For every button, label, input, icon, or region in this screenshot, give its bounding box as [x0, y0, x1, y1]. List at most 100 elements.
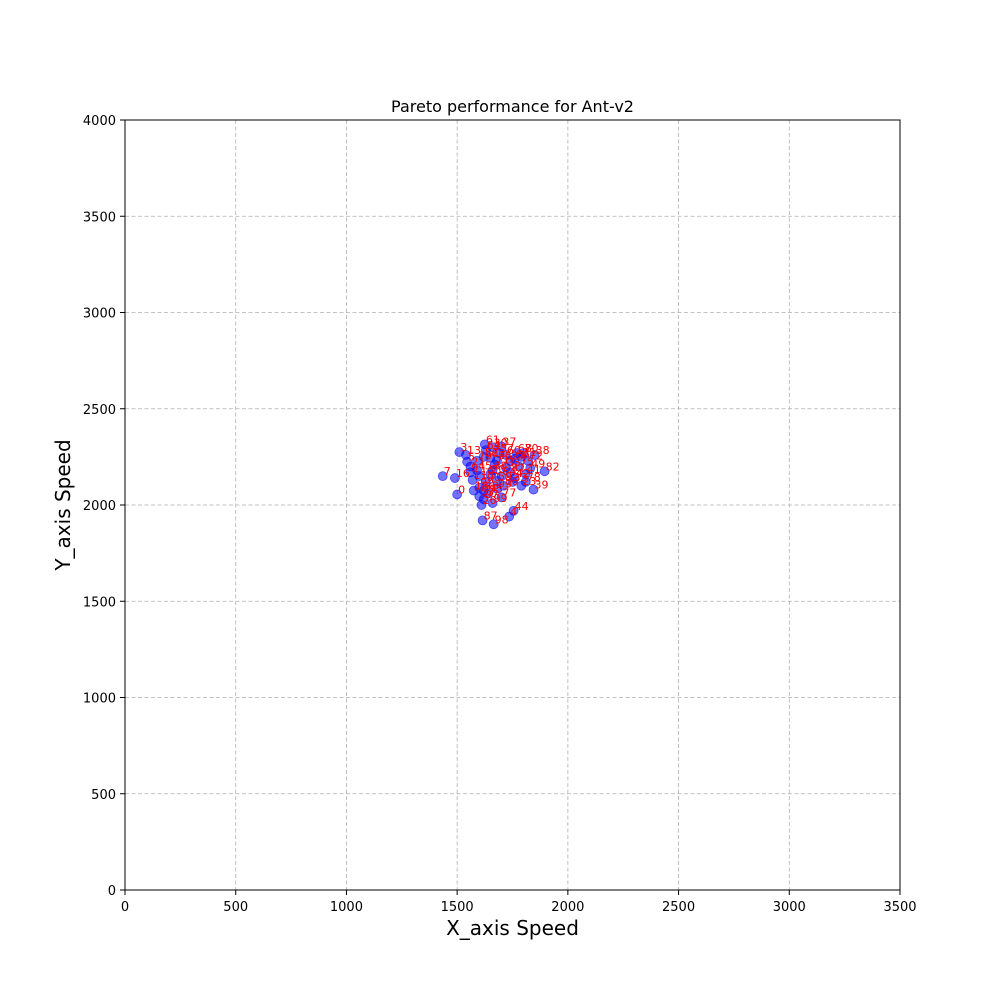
data-point-label: 70 — [525, 442, 539, 455]
data-point-label: 68 — [518, 442, 532, 455]
data-point-label: 57 — [500, 442, 514, 455]
y-tick-label: 2500 — [83, 403, 116, 418]
y-tick-label: 0 — [108, 884, 116, 899]
data-point-label: 0 — [458, 483, 465, 496]
y-tick-label: 2000 — [83, 499, 116, 514]
y-axis-title: Y_axis Speed — [51, 439, 75, 571]
x-tick-label: 3000 — [773, 900, 806, 915]
data-point-label: 98 — [495, 513, 509, 526]
y-tick-label: 4000 — [83, 114, 116, 129]
y-tick-label: 1000 — [83, 692, 116, 707]
data-point-label: 4 — [510, 506, 517, 519]
axis-ticks: 0 500 1000 1500 2000 2500 3000 3500 0 500 1000 1500… — [83, 114, 917, 915]
data-point-label: 60 — [507, 444, 521, 457]
data-point-label: 87 — [484, 509, 498, 522]
data-point-label: 37 — [502, 435, 516, 448]
x-tick-label: 1000 — [330, 900, 363, 915]
data-point-label: 23 — [522, 475, 536, 488]
data-point-label: 18 — [475, 480, 489, 493]
data-point-label: 79 — [478, 450, 492, 463]
data-point-label: 27 — [511, 450, 525, 463]
data-point — [485, 452, 496, 463]
y-tick-label: 3000 — [83, 307, 116, 322]
data-point — [474, 491, 485, 502]
data-point — [494, 448, 505, 458]
data-point-label: 49 — [531, 457, 545, 470]
data-point-label: 81 — [511, 461, 525, 474]
data-point — [485, 469, 496, 480]
data-point — [528, 484, 539, 495]
data-point — [462, 456, 473, 467]
data-point-label: 72 — [529, 450, 543, 463]
data-point-label: 30 — [494, 436, 508, 449]
data-point — [489, 459, 500, 470]
x-tick-label: 500 — [223, 900, 248, 915]
data-point — [474, 471, 485, 482]
data-point-label: 48 — [485, 480, 499, 493]
data-point-label: 64 — [487, 439, 501, 452]
data-point — [500, 462, 511, 473]
data-point — [529, 450, 540, 460]
data-point-label: 33 — [514, 471, 528, 484]
data-point-label: 86 — [505, 475, 519, 488]
data-point-label: 20 — [491, 463, 505, 476]
x-tick-label: 0 — [121, 900, 129, 915]
data-point — [488, 519, 499, 530]
data-point-label: 3 — [460, 441, 467, 454]
data-point-label: 13 — [467, 444, 481, 457]
data-point — [525, 463, 536, 474]
data-point-label: 90 — [487, 471, 501, 484]
data-point-label: 88 — [494, 459, 508, 472]
x-axis-title: X_axis Speed — [446, 916, 579, 940]
data-point-label: 35 — [507, 456, 521, 469]
data-point-label: 52 — [485, 446, 499, 459]
data-point — [516, 451, 527, 462]
data-point-label: 93 — [498, 478, 512, 491]
data-point-label: 97 — [485, 488, 499, 501]
x-tick-label: 2500 — [662, 900, 695, 915]
x-tick-label: 3500 — [883, 900, 916, 915]
data-point — [520, 476, 531, 487]
data-point-label: 55 — [498, 450, 512, 463]
data-point-label: 99 — [494, 492, 508, 505]
data-point-label: 59 — [498, 470, 512, 483]
data-points — [437, 439, 550, 530]
data-point — [509, 473, 520, 483]
data-point-label: 39 — [535, 479, 549, 492]
data-point-label: 11 — [474, 469, 488, 482]
y-tick-label: 3500 — [83, 210, 116, 225]
data-point-label: 41 — [527, 463, 541, 476]
y-tick-label: 500 — [91, 788, 116, 803]
data-point-label: 21 — [471, 456, 485, 469]
data-point-label: 71 — [496, 454, 510, 467]
data-point-label: 92 — [480, 477, 494, 490]
data-point-label: 84 — [502, 465, 516, 478]
data-point-label: 61 — [486, 433, 500, 446]
data-point-label: 53 — [480, 485, 494, 498]
data-point — [450, 473, 460, 483]
data-point-label: 95 — [489, 482, 503, 495]
chart-title: Pareto performance for Ant-v2 — [391, 97, 634, 116]
data-point — [472, 455, 482, 466]
data-point — [505, 455, 516, 466]
x-tick-label: 1500 — [441, 900, 474, 915]
data-point — [481, 445, 491, 456]
data-point — [539, 466, 550, 477]
data-point-label: 14 — [480, 465, 494, 478]
data-point — [487, 498, 498, 508]
data-point-label: 7 — [444, 465, 451, 478]
data-point-label: 42 — [516, 467, 530, 480]
data-point-label: 9 — [471, 461, 478, 474]
y-tick-label: 1500 — [83, 595, 116, 610]
data-point — [437, 471, 448, 482]
data-point-label: 66 — [516, 448, 530, 461]
grid — [125, 120, 900, 890]
data-point-label: 78 — [527, 471, 541, 484]
data-point-label: 75 — [520, 456, 534, 469]
data-point — [496, 492, 507, 503]
data-point — [514, 461, 525, 472]
data-point-label: 63 — [491, 447, 505, 460]
data-point-label: 77 — [502, 486, 516, 499]
